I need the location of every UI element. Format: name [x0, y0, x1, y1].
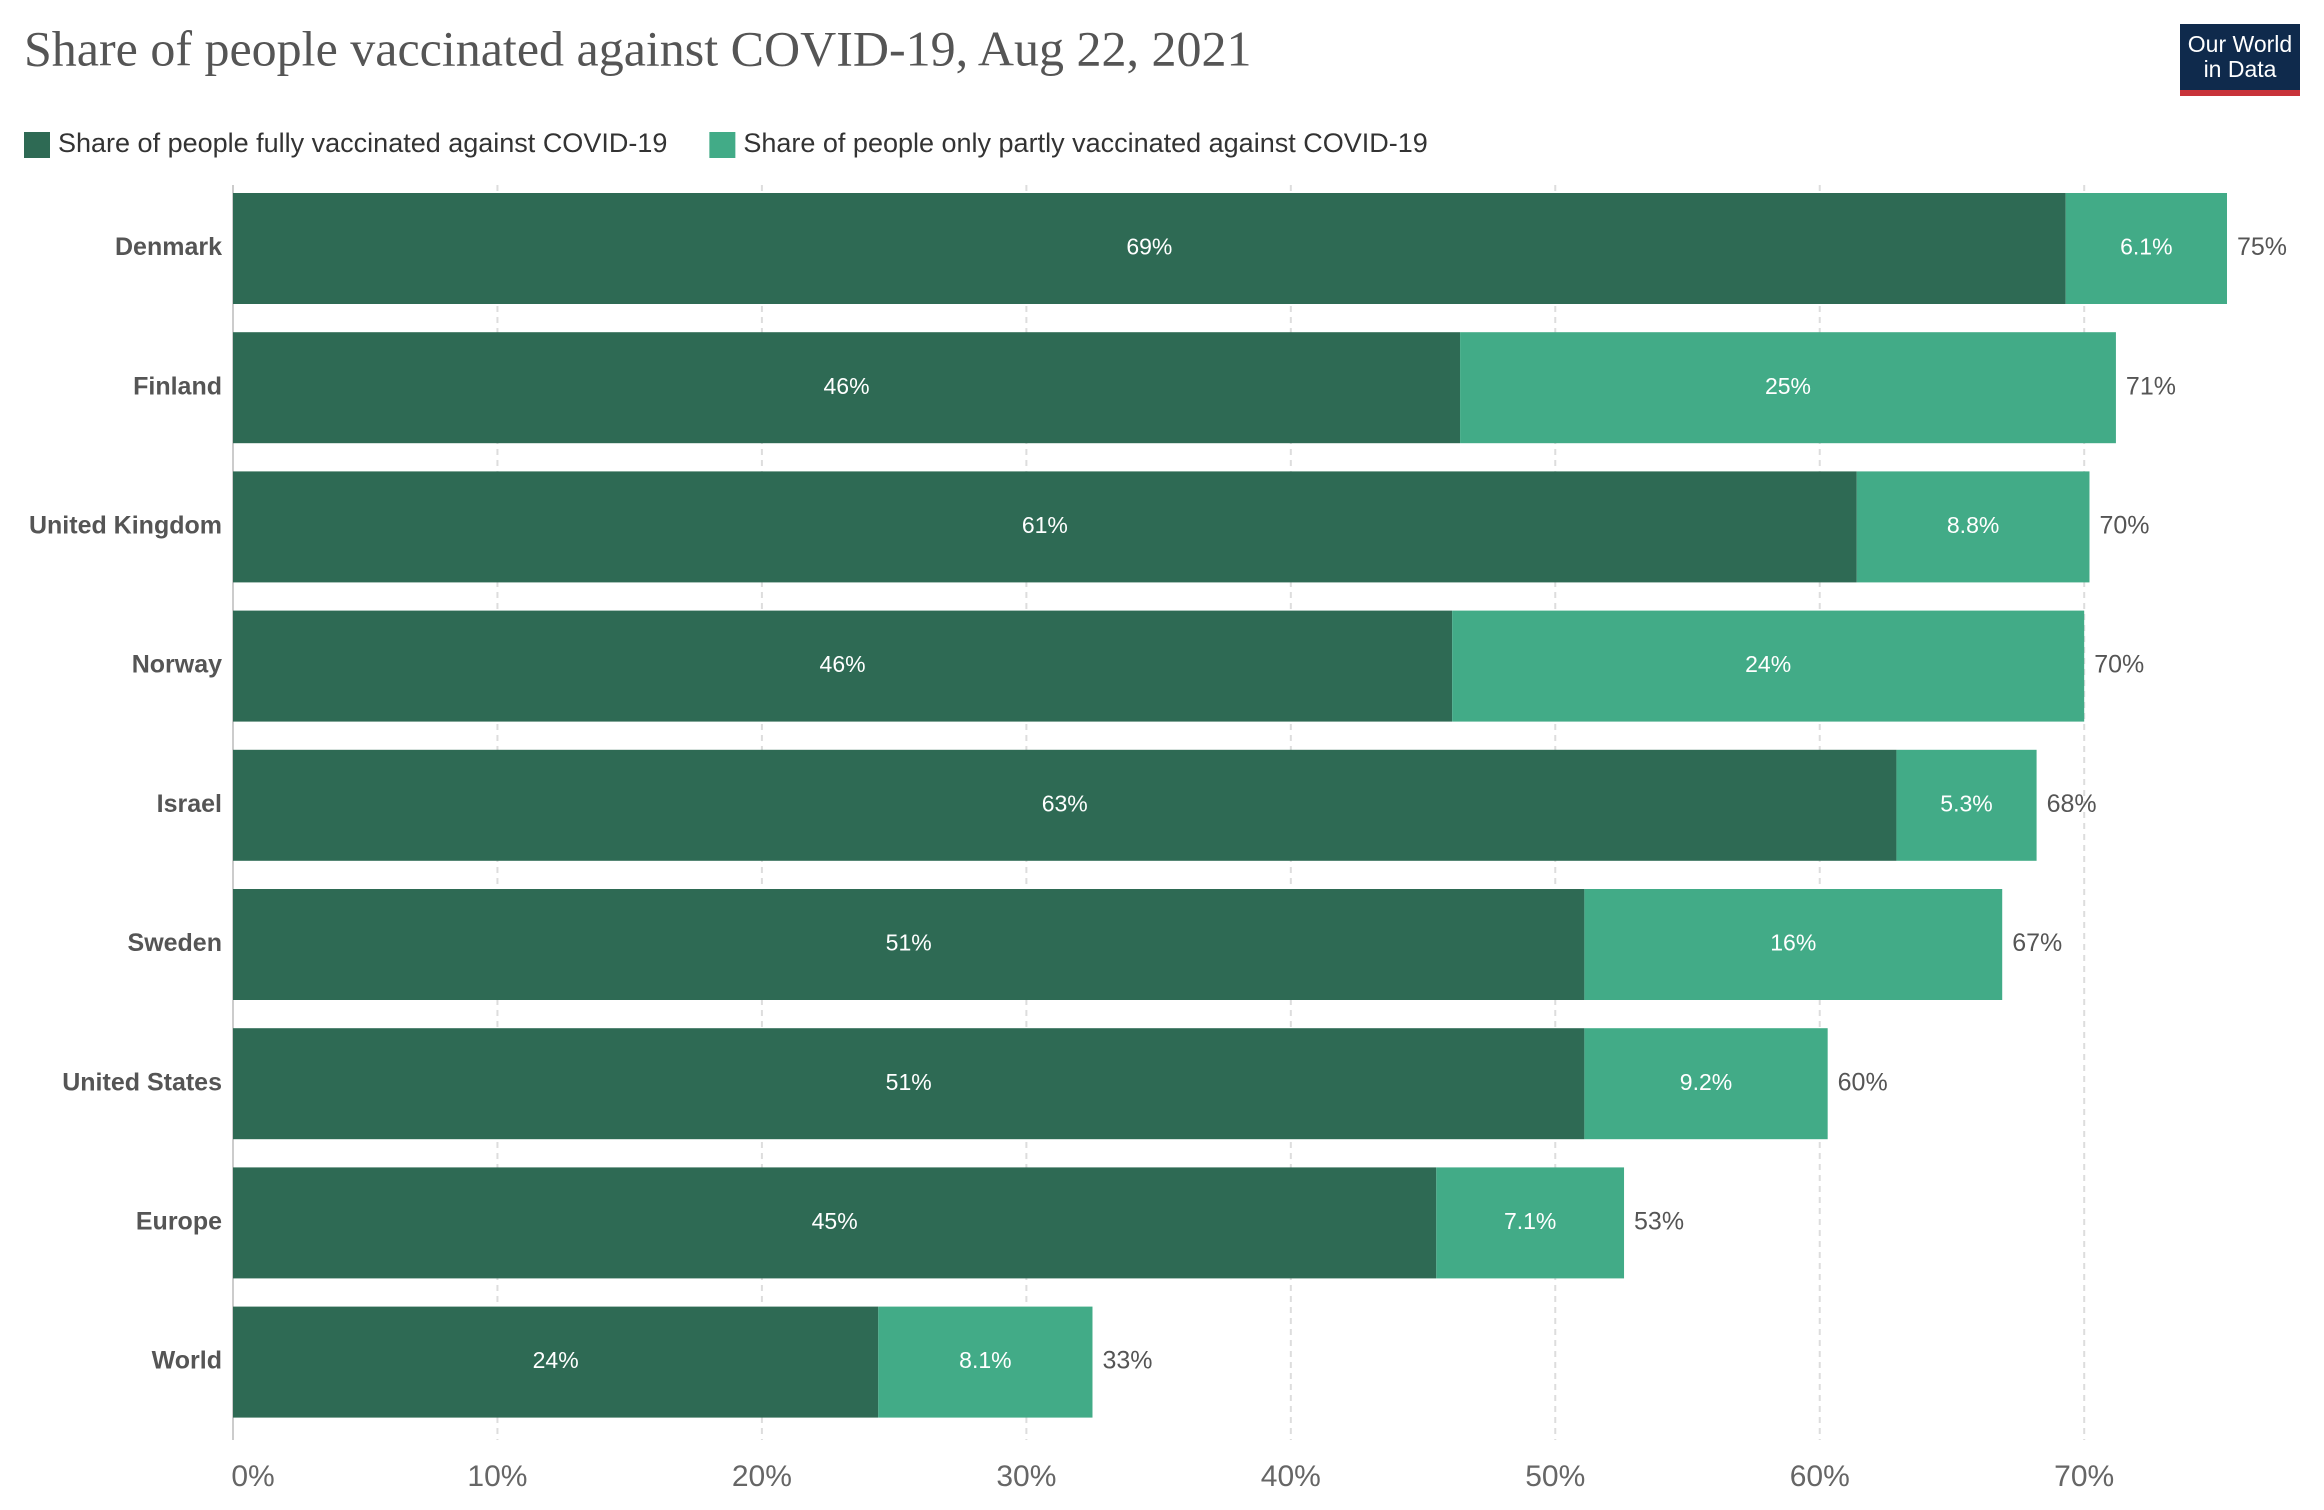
value-label: 6.1% — [2120, 234, 2172, 260]
bar-segment — [233, 193, 2066, 304]
bar-segment — [1896, 749, 2037, 861]
bar-segment — [233, 610, 1453, 722]
x-tick-label: 60% — [1790, 1460, 1850, 1493]
y-tick-label: Norway — [132, 651, 222, 679]
x-tick-label: 10% — [467, 1460, 527, 1493]
bar-segment — [233, 471, 1857, 583]
value-label: 61% — [1022, 512, 1068, 538]
y-tick-label: United States — [62, 1068, 222, 1096]
value-label: 8.8% — [1947, 512, 1999, 538]
value-label: 8.1% — [959, 1347, 1011, 1373]
bar-segment — [233, 1306, 879, 1418]
logo-box — [2180, 24, 2300, 96]
x-tick-label: 30% — [996, 1460, 1056, 1493]
legend-label: Share of people only partly vaccinated a… — [743, 128, 1427, 158]
logo-text: Our World — [2188, 31, 2292, 57]
total-label: 33% — [1102, 1347, 1152, 1375]
value-label: 16% — [1770, 930, 1816, 956]
bar-segment — [1436, 1167, 1625, 1279]
value-label: 24% — [1745, 651, 1791, 677]
x-tick-label: 0% — [231, 1460, 274, 1493]
logo-stripe — [2180, 90, 2300, 96]
bar-segment — [2065, 193, 2227, 304]
value-label: 25% — [1765, 373, 1811, 399]
bar-segment — [1584, 1028, 1828, 1140]
x-tick-label: 20% — [732, 1460, 792, 1493]
legend-swatch — [24, 132, 50, 158]
legend-swatch — [709, 132, 736, 158]
total-label: 60% — [1838, 1068, 1888, 1096]
total-label: 53% — [1634, 1208, 1684, 1236]
bar-segment — [233, 889, 1585, 1000]
bar-segment — [1584, 889, 2003, 1000]
y-tick-label: Israel — [157, 790, 222, 818]
value-label: 46% — [824, 373, 870, 399]
total-label: 70% — [2094, 651, 2144, 679]
total-label: 67% — [2012, 929, 2062, 957]
value-label: 5.3% — [1940, 790, 1992, 816]
bar-segment — [233, 332, 1461, 444]
bar-segment — [233, 749, 1897, 861]
x-tick-label: 40% — [1261, 1460, 1321, 1493]
value-label: 7.1% — [1504, 1208, 1556, 1234]
total-label: 75% — [2237, 233, 2287, 261]
y-tick-label: Sweden — [128, 929, 222, 957]
total-label: 71% — [2126, 372, 2176, 400]
y-tick-label: Denmark — [115, 233, 222, 261]
x-tick-label: 70% — [2054, 1460, 2114, 1493]
bar-segment — [878, 1306, 1093, 1418]
y-tick-label: Finland — [133, 372, 222, 400]
value-label: 46% — [820, 651, 866, 677]
legend-label: Share of people fully vaccinated against… — [58, 128, 667, 158]
bar-segment — [1856, 471, 2090, 583]
logo-text: in Data — [2204, 56, 2277, 82]
total-label: 68% — [2047, 790, 2097, 818]
value-label: 9.2% — [1680, 1069, 1732, 1095]
x-tick-label: 50% — [1525, 1460, 1585, 1493]
value-label: 63% — [1042, 790, 1088, 816]
y-tick-label: World — [152, 1347, 222, 1375]
value-label: 51% — [886, 930, 932, 956]
y-tick-label: United Kingdom — [29, 512, 222, 540]
bar-segment — [233, 1028, 1585, 1140]
value-label: 24% — [533, 1347, 579, 1373]
bar-segment — [1452, 610, 2085, 722]
value-label: 45% — [812, 1208, 858, 1234]
bar-segment — [233, 1167, 1437, 1279]
value-label: 51% — [886, 1069, 932, 1095]
total-label: 70% — [2099, 512, 2149, 540]
y-tick-label: Europe — [136, 1208, 222, 1236]
value-label: 69% — [1126, 234, 1172, 260]
chart-title: Share of people vaccinated against COVID… — [24, 20, 1251, 76]
bar-segment — [1460, 332, 2116, 444]
